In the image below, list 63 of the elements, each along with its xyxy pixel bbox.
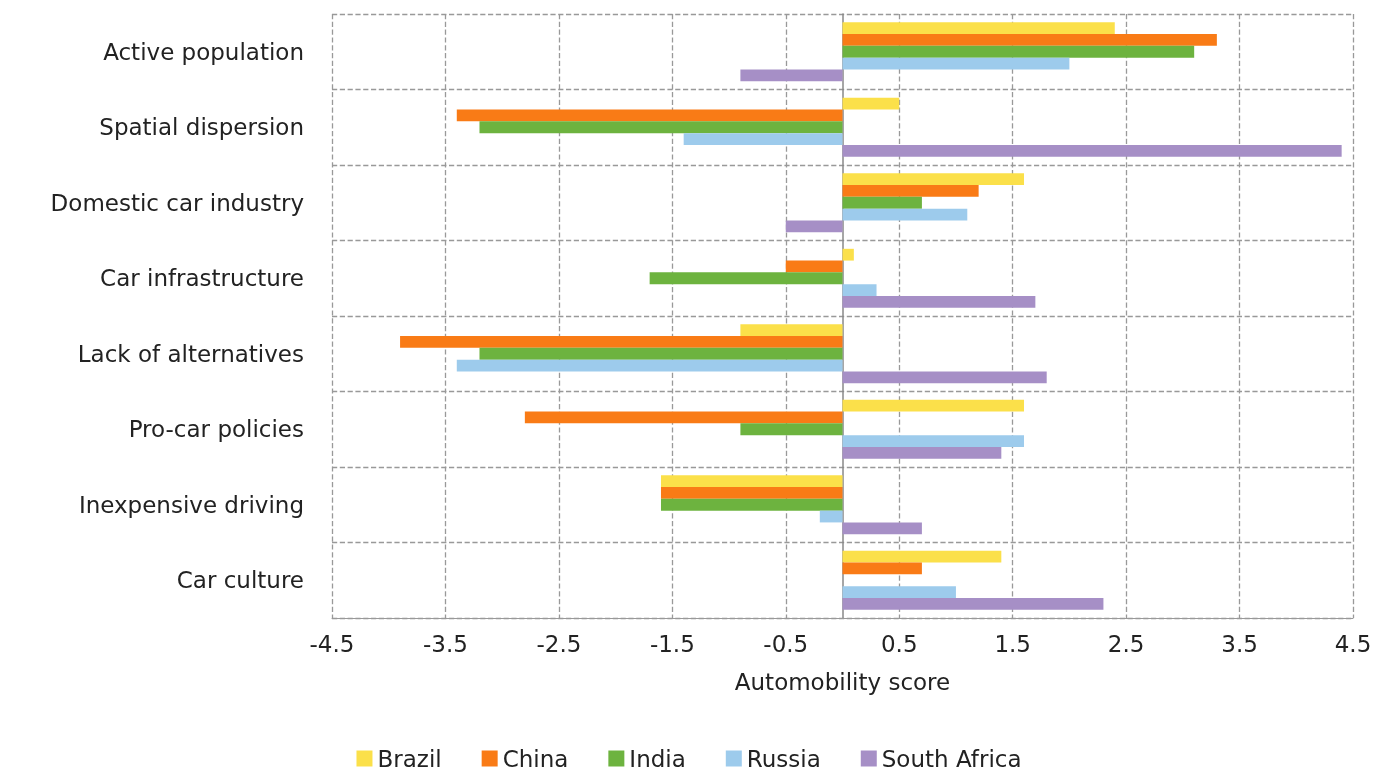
bar bbox=[456, 109, 843, 122]
bar bbox=[842, 586, 956, 598]
x-tick-label: -0.5 bbox=[763, 630, 809, 657]
bar bbox=[456, 359, 843, 372]
x-tick-label: -2.5 bbox=[536, 630, 582, 657]
bar bbox=[842, 144, 1342, 157]
y-tick-label: Pro-car policies bbox=[128, 416, 304, 443]
y-tick-label: Spatial dispersion bbox=[99, 114, 304, 141]
x-axis-title: Automobility score bbox=[734, 668, 951, 695]
bar bbox=[842, 173, 1025, 186]
bar bbox=[842, 562, 922, 575]
legend-label: China bbox=[502, 745, 569, 772]
bar bbox=[842, 597, 1104, 610]
bar bbox=[842, 284, 877, 296]
bar bbox=[842, 208, 968, 221]
bar bbox=[842, 185, 979, 197]
x-tick-label: -3.5 bbox=[423, 630, 468, 657]
bar bbox=[819, 510, 843, 523]
bar bbox=[785, 260, 843, 273]
bar bbox=[842, 22, 1115, 35]
legend-label: India bbox=[629, 745, 686, 772]
y-tick-label: Car culture bbox=[176, 567, 304, 594]
x-tick-label: 1.5 bbox=[994, 630, 1031, 657]
bar bbox=[740, 69, 843, 82]
y-tick-label: Inexpensive driving bbox=[78, 491, 304, 518]
x-tick-label: 4.5 bbox=[1334, 630, 1372, 657]
bar bbox=[842, 435, 1025, 447]
bar bbox=[660, 498, 843, 511]
bar bbox=[842, 45, 1195, 58]
bar bbox=[842, 399, 1025, 412]
x-tick-label: 3.5 bbox=[1221, 630, 1258, 657]
bar bbox=[479, 347, 843, 360]
y-tick-label: Lack of alternatives bbox=[77, 340, 304, 367]
bar bbox=[842, 446, 1002, 459]
x-tick-label: -4.5 bbox=[309, 630, 355, 657]
bar bbox=[660, 487, 843, 499]
bar bbox=[842, 248, 854, 261]
x-tick-label: -1.5 bbox=[649, 630, 695, 657]
x-tick-label: 0.5 bbox=[880, 630, 918, 657]
bar bbox=[479, 121, 843, 134]
bar bbox=[785, 220, 843, 233]
bar bbox=[683, 133, 843, 145]
bar bbox=[842, 522, 922, 535]
bar bbox=[660, 475, 843, 488]
legend-label: Russia bbox=[746, 745, 821, 772]
bar bbox=[649, 272, 843, 285]
y-tick-label: Active population bbox=[103, 38, 304, 65]
legend-label: Brazil bbox=[377, 745, 442, 772]
bar bbox=[842, 550, 1002, 563]
y-tick-label: Domestic car industry bbox=[50, 189, 304, 216]
x-tick-label: 2.5 bbox=[1107, 630, 1145, 657]
bar bbox=[842, 34, 1217, 46]
y-tick-label: Car infrastructure bbox=[100, 265, 304, 292]
bar bbox=[842, 295, 1036, 308]
bar bbox=[400, 336, 843, 348]
bar bbox=[842, 371, 1047, 384]
bar bbox=[740, 423, 843, 436]
bar bbox=[842, 196, 922, 209]
bar bbox=[740, 324, 843, 337]
bar bbox=[842, 57, 1070, 70]
legend-label: South Africa bbox=[881, 745, 1022, 772]
bar bbox=[842, 97, 900, 110]
bar bbox=[524, 411, 843, 424]
